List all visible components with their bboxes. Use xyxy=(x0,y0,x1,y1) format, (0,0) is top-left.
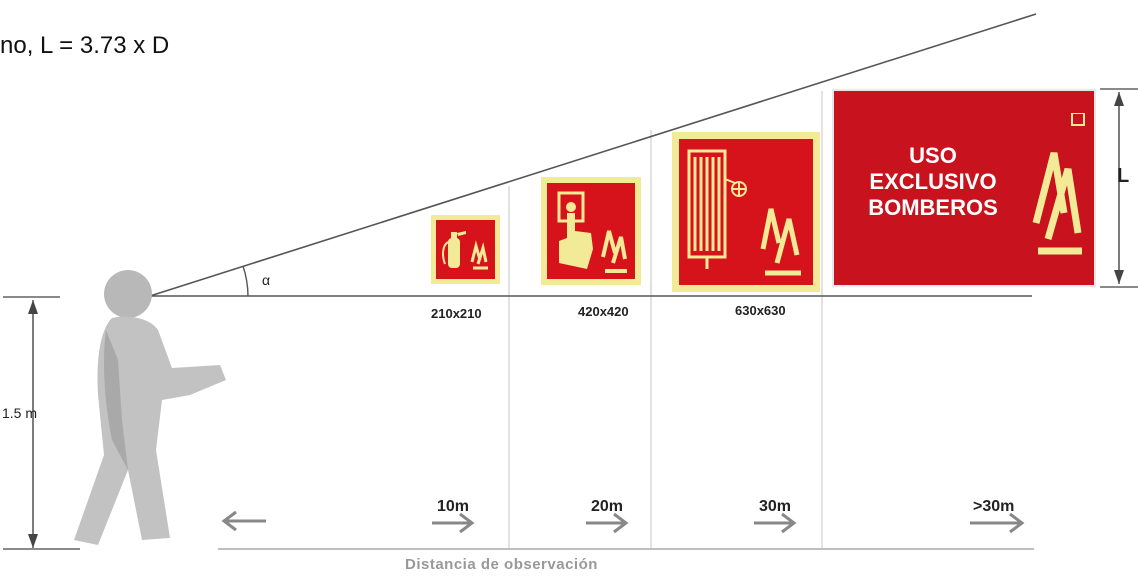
sign-text-line: USO xyxy=(909,143,957,168)
sign-size-label: 210x210 xyxy=(431,306,482,321)
person-shading xyxy=(104,330,128,470)
right-arrow-icon xyxy=(970,512,1025,534)
alarm-button-icon xyxy=(557,191,627,273)
flame-icon xyxy=(1032,113,1085,255)
distance-axis-label: Distancia de observación xyxy=(405,556,598,573)
sign-text-line: BOMBEROS xyxy=(868,195,998,220)
sign-fire-extinguisher xyxy=(431,215,500,284)
height-label: 1.5 m xyxy=(2,405,38,421)
right-arrow-icon xyxy=(586,512,629,534)
arrowhead-up xyxy=(1114,92,1124,106)
formula-text: no, L = 3.73 x D xyxy=(0,32,170,59)
right-arrow-icon xyxy=(754,512,797,534)
sight-line xyxy=(149,13,1037,297)
angle-arc xyxy=(242,265,249,297)
distance-label: 20m xyxy=(591,498,624,515)
sign-size-label: 420x420 xyxy=(578,304,629,319)
fire-hose-reel-icon xyxy=(687,149,801,276)
sign-fire-hose-reel xyxy=(672,132,820,292)
arrowhead-up xyxy=(28,300,38,314)
sign-text: USO EXCLUSIVO BOMBEROS xyxy=(842,143,1024,221)
person-head xyxy=(104,270,152,318)
distance-label: 30m xyxy=(759,498,792,515)
sign-height-label: L xyxy=(1117,165,1130,187)
sign-alarm-button xyxy=(541,177,641,285)
person-figure xyxy=(74,270,226,545)
right-arrow-icon xyxy=(432,512,475,534)
sign-size-label: 630x630 xyxy=(735,303,786,318)
angle-label: α xyxy=(262,272,271,288)
arrowhead-down xyxy=(28,534,38,548)
left-arrow-icon xyxy=(221,510,266,532)
distance-label: 10m xyxy=(437,498,470,515)
distance-label: >30m xyxy=(973,498,1015,515)
arrowhead-down xyxy=(1114,270,1124,284)
sign-firemen-only: USO EXCLUSIVO BOMBEROS xyxy=(832,89,1096,287)
sign-text-line: EXCLUSIVO xyxy=(869,169,997,194)
fire-extinguisher-icon xyxy=(442,231,488,270)
person-body xyxy=(74,316,226,545)
